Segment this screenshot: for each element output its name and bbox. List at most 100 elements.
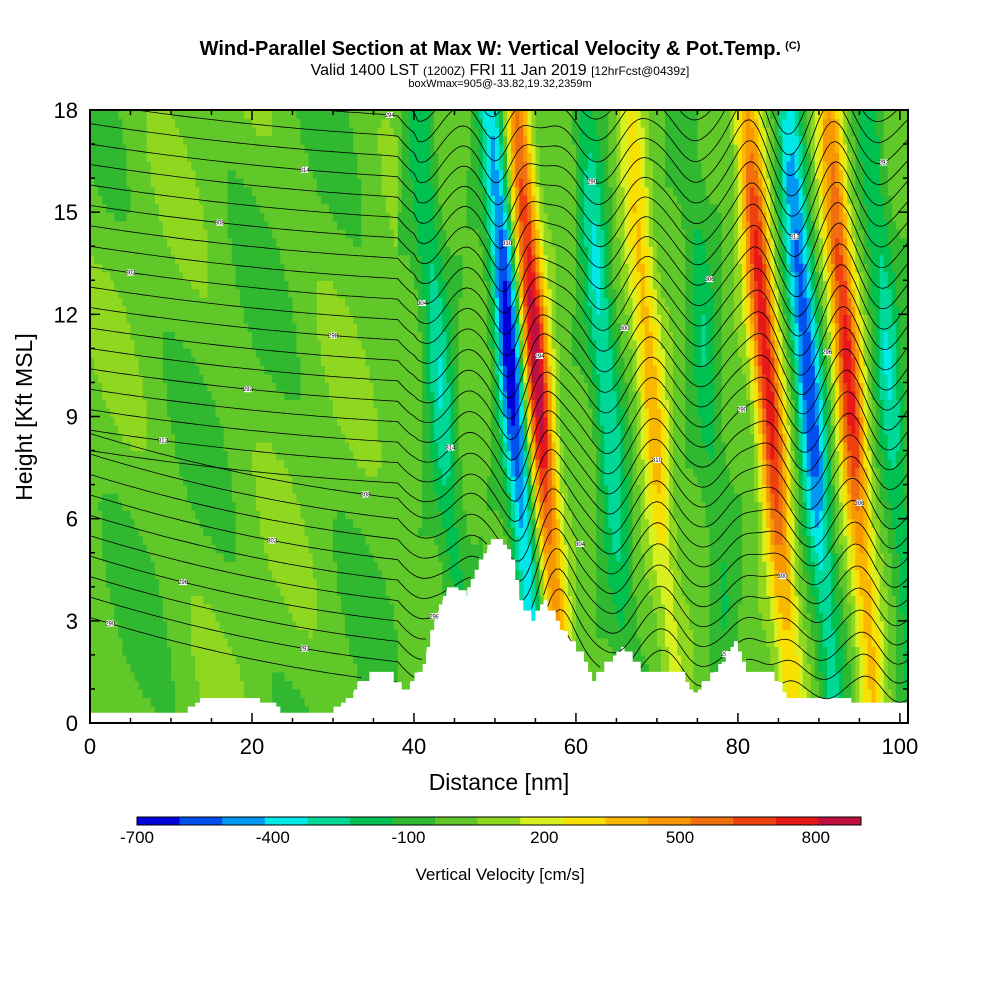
velocity-cell: [199, 680, 204, 690]
velocity-cell: [118, 186, 123, 196]
velocity-cell: [94, 135, 99, 145]
velocity-cell: [122, 484, 128, 494]
velocity-cell: [215, 280, 221, 290]
velocity-cell: [158, 390, 164, 401]
velocity-cell: [264, 535, 269, 545]
velocity-cell: [166, 280, 172, 290]
velocity-cell: [191, 144, 196, 154]
velocity-cell: [345, 399, 350, 409]
velocity-cell: [191, 152, 196, 162]
velocity-cell: [175, 407, 180, 418]
velocity-cell: [110, 118, 115, 128]
velocity-cell: [98, 510, 103, 520]
velocity-cell: [320, 152, 326, 162]
velocity-cell: [126, 433, 132, 443]
velocity-cell: [90, 382, 95, 392]
velocity-cell: [361, 110, 366, 120]
velocity-cell: [264, 501, 269, 511]
velocity-cell: [292, 646, 298, 656]
velocity-cell: [312, 603, 318, 613]
velocity-cell: [126, 697, 132, 707]
velocity-cell: [332, 663, 338, 673]
velocity-cell: [110, 476, 115, 486]
velocity-cell: [114, 314, 119, 324]
velocity-cell: [162, 705, 168, 716]
velocity-cell: [98, 152, 103, 162]
velocity-cell: [357, 518, 362, 528]
velocity-cell: [251, 663, 257, 673]
velocity-cell: [251, 459, 257, 469]
velocity-cell: [280, 178, 285, 188]
velocity-cell: [292, 297, 298, 307]
velocity-cell: [312, 280, 318, 290]
velocity-cell: [223, 620, 229, 630]
velocity-cell: [308, 603, 314, 613]
velocity-cell: [369, 246, 375, 256]
velocity-cell: [300, 322, 306, 332]
velocity-cell: [365, 144, 371, 154]
velocity-cell: [122, 527, 128, 537]
velocity-cell: [357, 484, 362, 494]
velocity-cell: [134, 484, 140, 494]
velocity-cell: [276, 510, 281, 520]
velocity-cell: [284, 595, 290, 605]
velocity-cell: [219, 135, 225, 145]
velocity-cell: [312, 544, 318, 554]
velocity-cell: [102, 229, 107, 239]
velocity-cell: [272, 646, 277, 656]
velocity-cell: [320, 629, 326, 639]
velocity-cell: [369, 365, 375, 375]
velocity-cell: [247, 595, 253, 605]
velocity-cell: [332, 459, 338, 469]
velocity-cell: [98, 195, 103, 205]
velocity-cell: [199, 569, 204, 579]
velocity-cell: [138, 305, 144, 315]
velocity-cell: [126, 450, 132, 460]
velocity-cell: [332, 484, 338, 494]
velocity-cell: [361, 365, 366, 375]
velocity-cell: [90, 612, 95, 622]
velocity-cell: [191, 578, 196, 588]
velocity-cell: [332, 654, 338, 664]
velocity-cell: [150, 135, 156, 145]
velocity-cell: [288, 399, 294, 409]
velocity-cell: [114, 144, 119, 154]
velocity-cell: [138, 569, 144, 579]
velocity-cell: [243, 493, 249, 503]
velocity-cell: [284, 425, 290, 435]
velocity-cell: [357, 280, 362, 290]
velocity-cell: [243, 356, 249, 367]
velocity-cell: [183, 442, 188, 452]
velocity-cell: [284, 680, 290, 690]
velocity-cell: [272, 629, 277, 639]
velocity-cell: [231, 442, 237, 452]
velocity-cell: [175, 382, 180, 392]
velocity-cell: [328, 195, 334, 205]
velocity-cell: [122, 407, 128, 418]
velocity-cell: [365, 135, 371, 145]
velocity-cell: [272, 254, 277, 264]
velocity-cell: [288, 169, 294, 179]
velocity-cell: [187, 356, 192, 367]
velocity-cell: [296, 425, 302, 435]
velocity-cell: [276, 297, 281, 307]
velocity-cell: [288, 161, 294, 171]
velocity-cell: [308, 305, 314, 315]
velocity-cell: [365, 297, 371, 307]
velocity-cell: [300, 493, 306, 503]
velocity-cell: [94, 297, 99, 307]
velocity-cell: [369, 382, 375, 392]
velocity-cell: [341, 339, 346, 349]
velocity-cell: [114, 195, 119, 205]
velocity-cell: [150, 169, 156, 179]
velocity-cell: [179, 110, 184, 120]
velocity-cell: [251, 612, 257, 622]
velocity-cell: [288, 680, 294, 690]
velocity-cell: [102, 314, 107, 324]
velocity-cell: [106, 442, 111, 452]
velocity-cell: [288, 305, 294, 315]
velocity-cell: [154, 152, 160, 162]
velocity-cell: [320, 110, 326, 120]
velocity-cell: [122, 186, 128, 196]
velocity-cell: [369, 110, 375, 120]
